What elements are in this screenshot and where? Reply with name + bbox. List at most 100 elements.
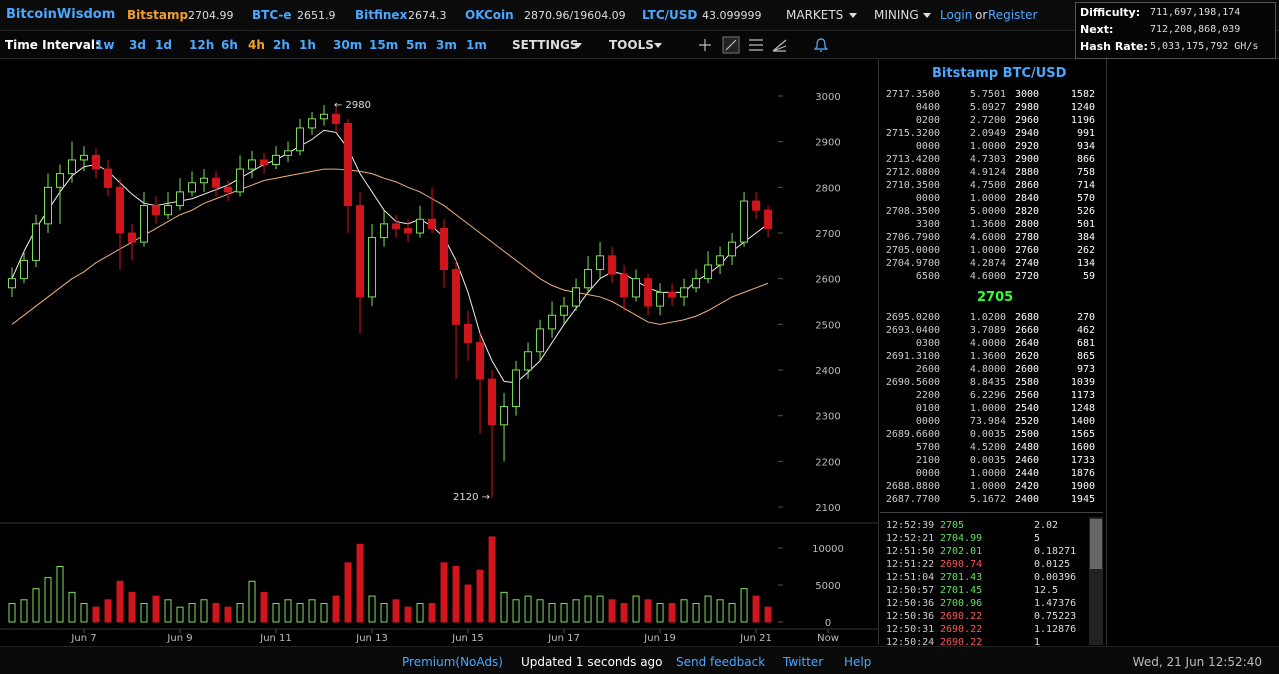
- interval-button[interactable]: 3d: [129, 38, 146, 52]
- candle-body: [212, 177, 221, 188]
- settings-menu[interactable]: SETTINGS: [512, 38, 579, 52]
- book-sum: 59: [1082, 271, 1095, 282]
- trade-time: 12:50:31: [886, 624, 935, 635]
- interval-button[interactable]: 6h: [221, 38, 238, 52]
- chart: 2100 2200 2300 2400 2500 2600 2700 2800 2900 3000…: [0, 92, 878, 644]
- volume-bar: [644, 599, 652, 623]
- low-annotation: 2120 →: [453, 492, 490, 503]
- book-level: 2780: [1015, 232, 1040, 243]
- x-tick-label: Jun 7: [70, 633, 96, 644]
- interval-button[interactable]: 1m: [466, 38, 487, 52]
- ticker-price: 2651.9: [297, 9, 336, 22]
- tools-menu[interactable]: TOOLS: [609, 38, 654, 52]
- book-price: 5700: [915, 442, 940, 453]
- y-tick-label: 2300: [815, 412, 840, 423]
- book-price: 2600: [915, 364, 940, 375]
- hline-icon[interactable]: [749, 39, 763, 51]
- book-amount: 8.8435: [969, 377, 1006, 388]
- trade-price: 2690.22: [940, 624, 983, 635]
- candle-body: [236, 168, 245, 193]
- difficulty-value: 711,697,198,174: [1150, 7, 1241, 18]
- y-tick-label: 2900: [815, 138, 840, 149]
- book-level: 2600: [1015, 364, 1040, 375]
- crosshair-icon[interactable]: [699, 39, 711, 51]
- register-link[interactable]: Register: [988, 8, 1038, 22]
- book-amount: 1.3600: [969, 219, 1006, 230]
- book-amount: 1.0000: [969, 193, 1006, 204]
- candle-body: [8, 278, 17, 289]
- trade-amount: 1: [1034, 637, 1041, 648]
- fan-icon[interactable]: [772, 39, 787, 52]
- book-level: 2580: [1015, 377, 1040, 388]
- candle-body: [452, 269, 461, 325]
- ticker-name[interactable]: BTC-e: [252, 8, 292, 22]
- trade-time: 12:50:24: [886, 637, 935, 648]
- volume-bar: [92, 606, 100, 623]
- book-level: 2640: [1015, 338, 1040, 349]
- alert-icon[interactable]: [813, 38, 829, 52]
- book-sum: 1565: [1070, 429, 1095, 440]
- candle-body: [344, 122, 353, 207]
- trade-price: 2690.22: [940, 611, 983, 622]
- twitter-link[interactable]: Twitter: [783, 655, 824, 669]
- caret: [923, 13, 931, 22]
- brand[interactable]: BitcoinWisdom: [6, 7, 116, 22]
- interval-button[interactable]: 5m: [406, 38, 427, 52]
- login-link[interactable]: Login: [940, 8, 973, 22]
- book-amount: 5.0927: [969, 102, 1006, 113]
- menu[interactable]: MARKETS: [786, 8, 844, 22]
- y-tick-label: 2200: [815, 457, 840, 468]
- feedback-link[interactable]: Send feedback: [676, 655, 766, 669]
- interval-button[interactable]: 12h: [189, 38, 215, 52]
- top-bar: [0, 0, 1279, 31]
- candle-body: [320, 113, 329, 120]
- interval-button[interactable]: 1w: [95, 38, 115, 52]
- volume-bar: [500, 591, 508, 623]
- volume-bar: [728, 602, 736, 623]
- interval-button[interactable]: 30m: [333, 38, 363, 52]
- volume-tick-label: 5000: [815, 581, 840, 592]
- volume-bar: [308, 599, 316, 623]
- interval-button[interactable]: 15m: [369, 38, 399, 52]
- book-price: 0400: [915, 102, 940, 113]
- volume-bar: [560, 602, 568, 623]
- candle-body: [104, 168, 113, 188]
- book-price: 0000: [915, 193, 940, 204]
- book-sum: 570: [1076, 193, 1095, 204]
- interval-button[interactable]: 4h: [248, 38, 265, 52]
- ticker-name[interactable]: OKCoin: [465, 8, 514, 22]
- candle-body: [716, 255, 725, 266]
- update-status: Updated 1 seconds ago: [521, 655, 663, 669]
- candle-body: [752, 200, 761, 211]
- candle-body: [380, 223, 389, 239]
- menu[interactable]: MINING: [874, 8, 919, 22]
- interval-button[interactable]: 2h: [273, 38, 290, 52]
- book-price: 6500: [915, 271, 940, 282]
- candle-body: [680, 287, 689, 298]
- volume-bar: [548, 602, 556, 623]
- ticker-name[interactable]: LTC/USD: [642, 8, 698, 22]
- candle-body: [284, 150, 293, 156]
- trade-time: 12:52:21: [886, 533, 935, 544]
- book-price: 0000: [915, 141, 940, 152]
- interval-button[interactable]: 3m: [436, 38, 457, 52]
- side-panel: [878, 59, 1107, 645]
- volume-bar: [380, 602, 388, 623]
- book-price: 2705.0000: [885, 245, 940, 256]
- volume-bar: [224, 606, 232, 623]
- volume-bar: [284, 599, 292, 623]
- help-link[interactable]: Help: [844, 655, 872, 669]
- ticker-name[interactable]: Bitstamp: [127, 8, 189, 22]
- candle-body: [116, 186, 125, 234]
- volume-tick-label: 10000: [812, 544, 844, 555]
- scrollbar-thumb[interactable]: [1090, 519, 1102, 569]
- book-level: 2800: [1015, 219, 1040, 230]
- candle-body: [572, 287, 581, 307]
- ticker-name[interactable]: Bitfinex: [355, 8, 408, 22]
- premium-link[interactable]: Premium(NoAds): [402, 655, 503, 669]
- book-amount: 2.7200: [969, 115, 1006, 126]
- tool-icons: [699, 36, 829, 54]
- difficulty-label: Next:: [1080, 23, 1114, 36]
- interval-button[interactable]: 1h: [299, 38, 316, 52]
- interval-button[interactable]: 1d: [155, 38, 172, 52]
